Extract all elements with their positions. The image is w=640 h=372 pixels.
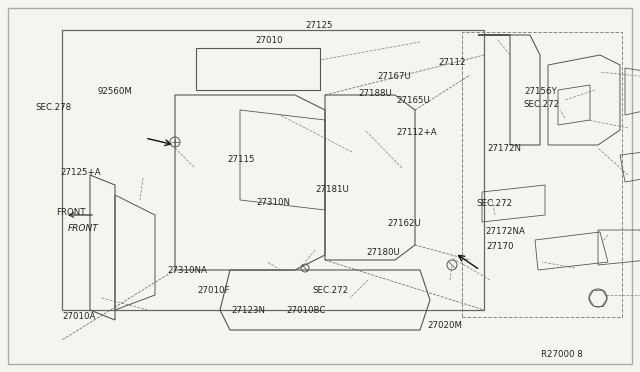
Text: 92560M: 92560M (97, 87, 132, 96)
Text: 27112+A: 27112+A (397, 128, 437, 137)
Text: 27162U: 27162U (387, 219, 421, 228)
Text: FRONT: FRONT (68, 224, 99, 232)
Text: 27010BC: 27010BC (287, 306, 326, 315)
Text: 27170: 27170 (486, 242, 514, 251)
Text: 27181U: 27181U (315, 185, 349, 194)
Text: SEC.278: SEC.278 (35, 103, 71, 112)
Text: 27010F: 27010F (197, 286, 230, 295)
Text: 27010: 27010 (255, 36, 282, 45)
Text: 27165U: 27165U (397, 96, 431, 105)
Text: 27123N: 27123N (232, 306, 266, 315)
Text: R27000 8: R27000 8 (541, 350, 582, 359)
Text: SEC.272: SEC.272 (524, 100, 559, 109)
Text: 27010A: 27010A (63, 312, 96, 321)
Text: SEC.272: SEC.272 (477, 199, 513, 208)
Text: 27125+A: 27125+A (61, 169, 101, 177)
Text: SEC.272: SEC.272 (312, 286, 348, 295)
Text: 27310NA: 27310NA (168, 266, 207, 275)
Bar (62, 30, 484, 310)
Text: 27180U: 27180U (366, 248, 400, 257)
Text: 27172N: 27172N (488, 144, 522, 153)
Text: 27156Y: 27156Y (525, 87, 557, 96)
Text: 27125: 27125 (305, 21, 332, 30)
Text: 27115: 27115 (227, 155, 255, 164)
Text: 27188U: 27188U (358, 89, 392, 97)
Text: 27172NA: 27172NA (485, 227, 525, 236)
Text: 27020M: 27020M (428, 321, 463, 330)
Bar (462, 32, 622, 317)
Text: FRONT: FRONT (56, 208, 86, 217)
Text: 27167U: 27167U (378, 72, 412, 81)
Text: 27112: 27112 (438, 58, 466, 67)
Text: 27310N: 27310N (256, 198, 290, 207)
